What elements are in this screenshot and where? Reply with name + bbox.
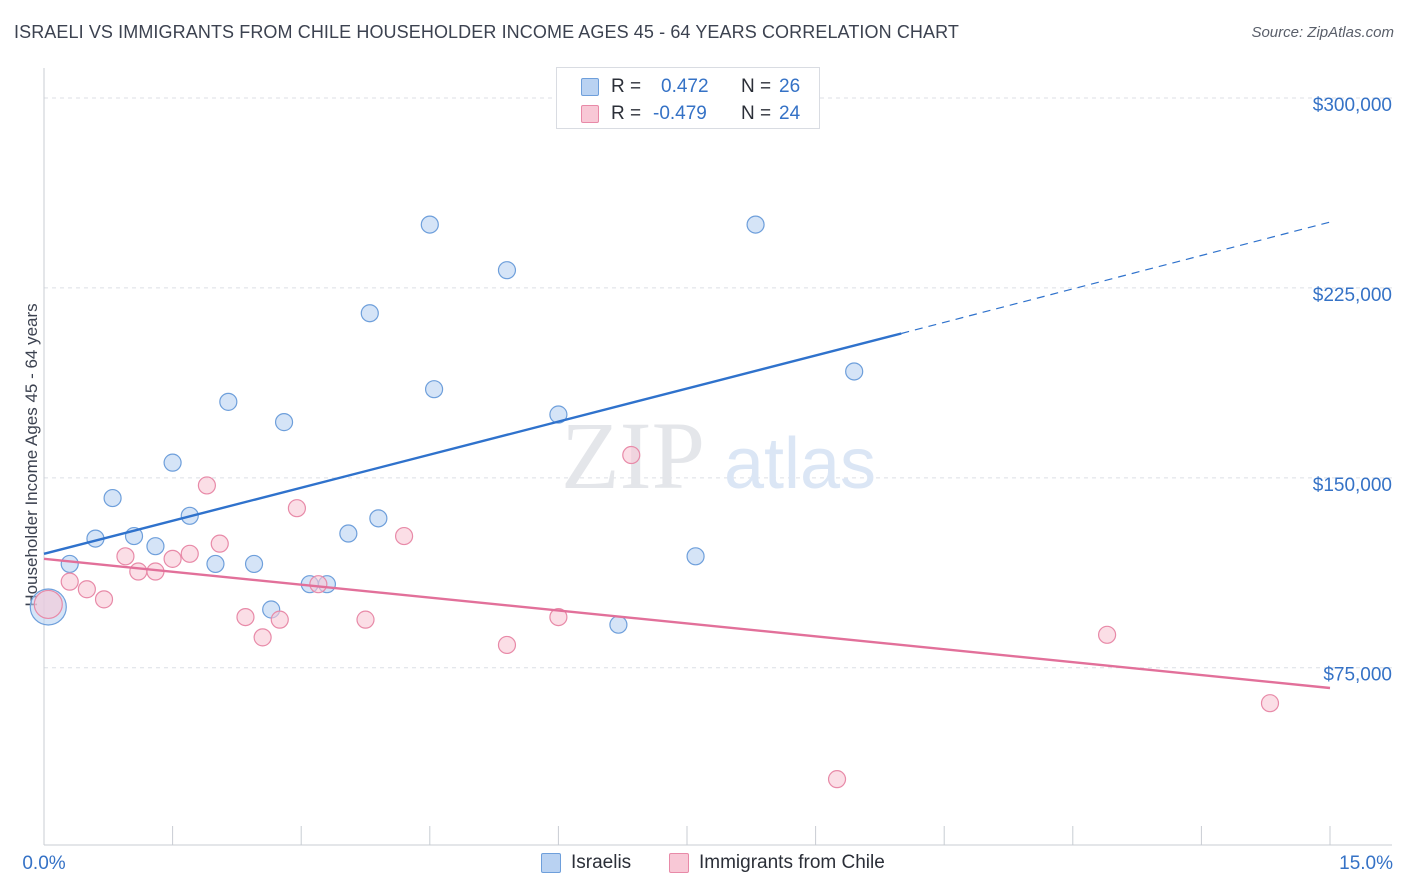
watermark: ZIP atlas xyxy=(561,402,876,509)
r-value-chile: -0.479 xyxy=(653,103,707,124)
x-tick-label: 0.0% xyxy=(22,853,65,874)
data-point-israelis xyxy=(369,509,388,528)
data-point-israelis xyxy=(274,413,294,432)
data-point-israelis xyxy=(686,547,705,566)
r-label: R = xyxy=(611,103,642,124)
stat-row-israelis: R = 0.472 N = 26 xyxy=(581,74,800,100)
data-point-chile xyxy=(497,635,517,655)
data-point-chile xyxy=(827,770,847,789)
trend-line-israelis xyxy=(43,332,902,555)
data-point-chile xyxy=(180,544,199,563)
data-point-chile xyxy=(622,445,641,465)
data-point-chile xyxy=(197,476,216,495)
legend-item-chile[interactable]: Immigrants from Chile xyxy=(669,852,885,874)
data-point-chile xyxy=(129,562,148,581)
y-tick-label: $300,000 xyxy=(1313,95,1392,116)
chart-title: ISRAELI VS IMMIGRANTS FROM CHILE HOUSEHO… xyxy=(14,22,959,42)
data-point-israelis xyxy=(424,380,444,399)
source-credit: Source: ZipAtlas.com xyxy=(1251,24,1394,41)
n-label: N = xyxy=(741,76,772,97)
series-layer xyxy=(29,215,1280,789)
watermark-atlas: atlas xyxy=(724,424,876,504)
data-point-israelis xyxy=(163,453,182,472)
data-point-chile xyxy=(270,610,289,629)
n-value-israelis: 26 xyxy=(779,76,801,97)
data-point-chile xyxy=(1097,625,1117,644)
legend: Israelis Immigrants from Chile xyxy=(0,852,1406,878)
data-point-israelis xyxy=(549,405,568,424)
data-point-chile xyxy=(116,547,135,566)
data-point-israelis xyxy=(103,488,122,508)
r-value-israelis: 0.472 xyxy=(661,76,709,97)
y-tick-label: $225,000 xyxy=(1313,285,1392,306)
data-point-israelis xyxy=(146,537,165,556)
data-point-israelis xyxy=(609,615,628,634)
data-point-israelis xyxy=(746,215,765,234)
stat-row-chile: R = -0.479 N = 24 xyxy=(581,101,800,127)
data-point-israelis xyxy=(60,554,79,574)
data-point-chile xyxy=(253,628,272,647)
data-point-israelis xyxy=(206,554,225,574)
data-point-israelis xyxy=(497,261,517,280)
y-tick-label: $150,000 xyxy=(1313,475,1392,496)
data-point-chile xyxy=(94,590,114,609)
tick-label-layer: $75,000 $150,000 $225,000 $300,000 0.0% 15.0% xyxy=(22,95,1393,874)
n-value-chile: 24 xyxy=(779,103,801,124)
data-point-chile xyxy=(356,610,375,629)
israelis-swatch xyxy=(581,78,599,96)
legend-label-israelis: Israelis xyxy=(571,852,632,873)
r-label: R = xyxy=(611,76,642,97)
legend-label-chile: Immigrants from Chile xyxy=(699,852,885,873)
data-point-chile xyxy=(549,607,568,627)
data-point-israelis xyxy=(219,392,238,411)
x-tick-label: 15.0% xyxy=(1339,853,1393,874)
data-point-chile xyxy=(287,499,307,518)
chile-swatch xyxy=(581,105,599,123)
data-point-chile xyxy=(309,575,328,594)
data-point-chile xyxy=(210,534,229,553)
trend-layer xyxy=(43,221,1331,690)
axis-layer xyxy=(43,68,1392,846)
data-point-chile xyxy=(77,580,96,599)
data-point-chile xyxy=(236,607,255,627)
data-point-chile xyxy=(163,549,182,568)
data-point-chile xyxy=(33,589,63,620)
data-point-israelis xyxy=(845,362,864,381)
correlation-stats-box: R = 0.472 N = 26 R = -0.479 N = 24 xyxy=(556,67,820,129)
grid-layer xyxy=(44,97,1392,669)
data-point-chile xyxy=(394,526,414,546)
trend-extension-israelis xyxy=(901,221,1331,335)
legend-swatch-chile xyxy=(669,853,689,873)
legend-item-israelis[interactable]: Israelis xyxy=(541,852,631,874)
data-point-chile xyxy=(60,572,79,591)
data-point-israelis xyxy=(244,554,264,574)
trend-line-chile xyxy=(43,557,1331,690)
data-point-israelis xyxy=(420,215,439,234)
n-label: N = xyxy=(741,103,772,124)
y-tick-label: $75,000 xyxy=(1323,665,1392,686)
data-point-israelis xyxy=(339,524,358,543)
data-point-israelis xyxy=(360,304,379,323)
data-point-chile xyxy=(1260,694,1280,713)
legend-swatch-israelis xyxy=(541,853,561,873)
